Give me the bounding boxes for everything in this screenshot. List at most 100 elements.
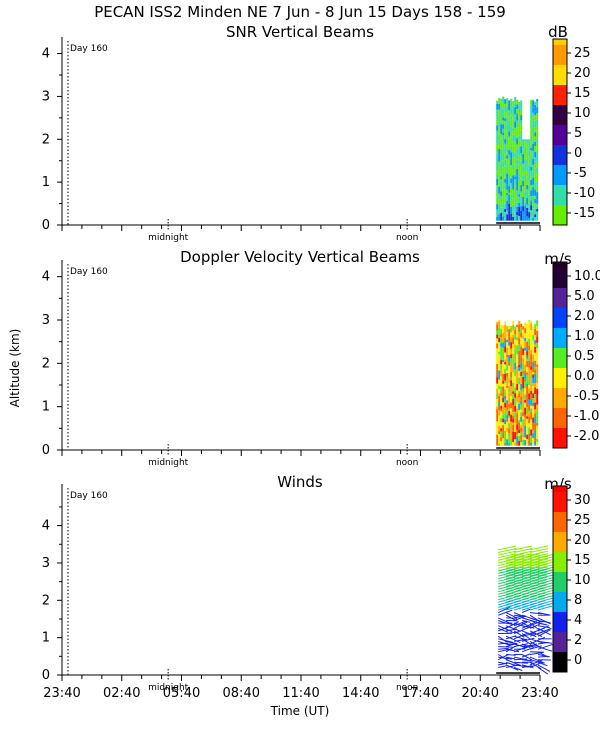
panel-2-pixel bbox=[498, 443, 501, 446]
panel-2-pixel bbox=[512, 404, 515, 412]
panel-2-pixel bbox=[508, 423, 511, 429]
panel-1-pixel bbox=[526, 184, 529, 189]
panel-2-pixel bbox=[498, 327, 501, 332]
panel-1-pixel bbox=[514, 121, 517, 128]
panel-2-pixel bbox=[528, 393, 531, 400]
panel-1-pixel bbox=[534, 127, 537, 133]
panel-1-pixel bbox=[516, 144, 519, 150]
panel-3-wind-barb bbox=[505, 553, 525, 559]
panel-1-pixel bbox=[512, 118, 515, 122]
panel-1-pixel bbox=[506, 101, 509, 108]
panel-1-pixel bbox=[532, 201, 535, 205]
panel-1-pixel bbox=[520, 166, 523, 172]
panel-3-wind-barb bbox=[513, 555, 533, 561]
colorbar-label: -15 bbox=[574, 206, 595, 221]
panel-1-pixel bbox=[532, 151, 535, 157]
panel-2-pixel bbox=[514, 400, 517, 406]
panel-2-pixel bbox=[508, 329, 511, 337]
panel-1-pixel bbox=[512, 194, 515, 198]
panel-2-pixel bbox=[504, 389, 507, 393]
panel-3-wind-barb bbox=[521, 620, 531, 623]
panel-1-pixel bbox=[514, 116, 517, 119]
panel-1-pixel bbox=[536, 143, 539, 149]
panel-2-pixel bbox=[516, 368, 519, 372]
panel-1-pixel bbox=[530, 196, 533, 201]
panel-2-pixel bbox=[516, 429, 519, 435]
panel-3-wind-barb bbox=[537, 625, 550, 629]
panel-2-pixel bbox=[512, 393, 515, 399]
panel-1-pixel bbox=[496, 197, 499, 205]
panel-1-pixel bbox=[496, 137, 499, 144]
panel-3-wind-barb bbox=[498, 548, 517, 553]
panel-1-pixel bbox=[506, 130, 509, 136]
panel-2-pixel bbox=[500, 418, 503, 423]
panel-1-pixel bbox=[530, 202, 533, 206]
panel-3-wind-barb bbox=[529, 548, 549, 553]
panel-1-pixel bbox=[500, 148, 503, 154]
panel-1-pixel bbox=[512, 182, 515, 190]
panel-1-pixel bbox=[506, 123, 509, 131]
panel-2-pixel bbox=[526, 335, 529, 342]
panel-2-pixel bbox=[504, 399, 507, 403]
panel-3-wind-barb bbox=[513, 558, 533, 564]
panel-2-pixel bbox=[502, 325, 505, 329]
panel-1-pixel bbox=[518, 212, 521, 216]
panel-1-pixel bbox=[508, 143, 511, 151]
panel-1-pixel bbox=[510, 158, 513, 165]
panel-2-pixel bbox=[496, 353, 499, 359]
panel-3-wind-barb bbox=[498, 563, 516, 569]
panel-1-pixel bbox=[500, 216, 503, 221]
panel-2-pixel bbox=[536, 422, 539, 426]
panel-1-pixel bbox=[498, 193, 501, 200]
panel-1-pixel bbox=[532, 215, 535, 218]
panel-1-pixel bbox=[500, 124, 503, 131]
panel-1-pixel bbox=[518, 117, 521, 120]
panel-1-pixel bbox=[522, 204, 525, 207]
x-tick-label: 20:40 bbox=[462, 686, 499, 701]
panel-3-wind-barb bbox=[498, 550, 517, 556]
panel-3-wind-barb bbox=[537, 584, 555, 590]
panel-1-pixel bbox=[508, 214, 511, 221]
panel-2-pixel bbox=[510, 326, 513, 328]
panel-1-noon-label: noon bbox=[396, 233, 418, 243]
panel-2-y-tick-label: 0 bbox=[42, 443, 50, 458]
panel-2-pixel bbox=[526, 402, 529, 407]
panel-2-pixel bbox=[524, 426, 527, 433]
panel-2-pixel bbox=[496, 348, 499, 354]
panel-1-pixel bbox=[510, 100, 513, 105]
panel-1-pixel bbox=[504, 120, 507, 125]
panel-1-pixel bbox=[512, 131, 515, 135]
panel-2-pixel bbox=[520, 400, 523, 405]
panel-3-wind-barb bbox=[521, 574, 540, 580]
colorbar-segment bbox=[553, 165, 567, 185]
panel-2-pixel bbox=[496, 415, 499, 422]
panel-2-y-tick-label: 2 bbox=[42, 356, 50, 371]
panel-2-pixel bbox=[528, 346, 531, 350]
panel-2-pixel bbox=[534, 394, 537, 399]
panel-2-pixel bbox=[516, 434, 519, 437]
panel-1-pixel bbox=[530, 170, 533, 177]
panel-3-wind-barb bbox=[537, 664, 551, 672]
panel-2-pixel bbox=[520, 383, 523, 391]
panel-2-pixel bbox=[512, 424, 515, 432]
panel-1-pixel bbox=[508, 210, 511, 215]
panel-1-pixel bbox=[520, 129, 523, 135]
panel-1-pixel bbox=[534, 208, 537, 215]
panel-2-pixel bbox=[518, 403, 521, 411]
panel-2-pixel bbox=[522, 373, 525, 377]
panel-2-pixel bbox=[516, 337, 519, 341]
panel-2-pixel bbox=[514, 381, 517, 388]
panel-2-pixel bbox=[522, 405, 525, 413]
panel-1-pixel bbox=[524, 191, 527, 197]
panel-1-pixel bbox=[506, 179, 509, 185]
panel-1-pixel bbox=[518, 206, 521, 213]
panel-3-wind-barb bbox=[498, 571, 516, 577]
panel-1-pixel bbox=[502, 153, 505, 161]
panel-2-pixel bbox=[528, 321, 531, 329]
panel-1-pixel bbox=[526, 169, 529, 174]
panel-2-pixel bbox=[514, 362, 517, 370]
panel-1-pixel bbox=[504, 153, 507, 160]
panel-2-pixel bbox=[498, 321, 501, 328]
panel-1-y-tick-label: 4 bbox=[42, 47, 50, 62]
panel-1-pixel bbox=[514, 176, 517, 180]
